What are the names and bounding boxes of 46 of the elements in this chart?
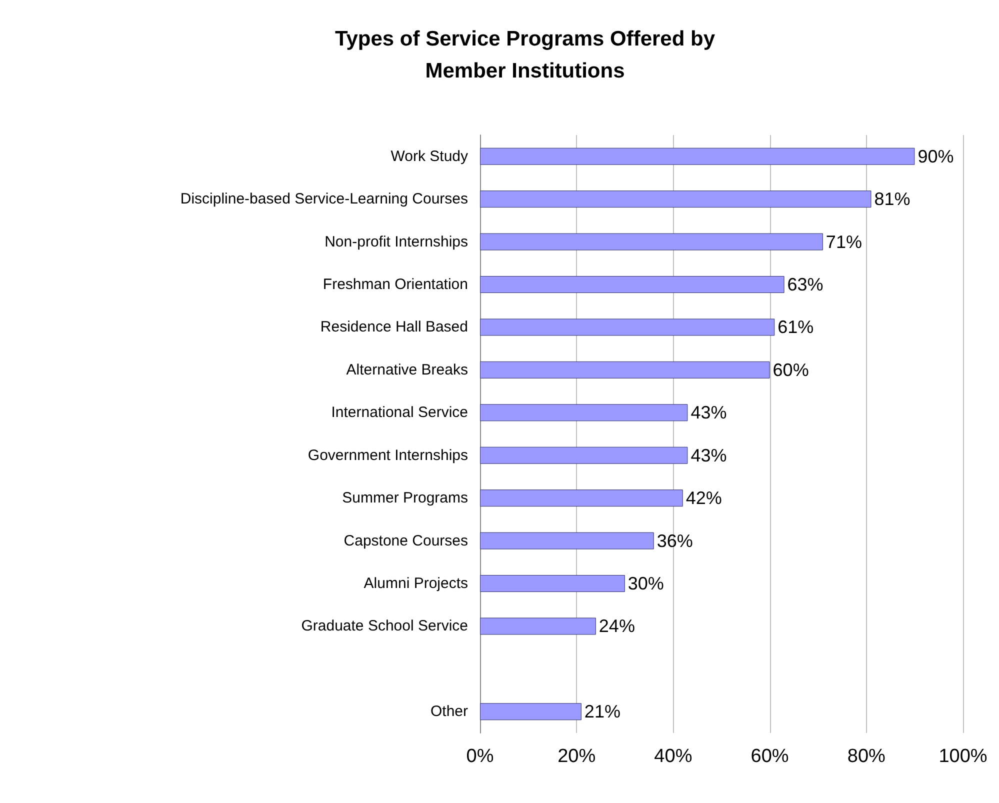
x-tick-label: 20% <box>558 746 596 767</box>
y-tick-label: Graduate School Service <box>301 618 468 635</box>
bar <box>480 618 596 635</box>
bar <box>480 703 582 720</box>
data-label: 43% <box>690 402 727 423</box>
y-tick-label: Alternative Breaks <box>346 361 468 378</box>
data-label: 42% <box>686 488 722 508</box>
y-tick-label: International Service <box>331 404 468 422</box>
bar <box>480 532 654 550</box>
data-label: 21% <box>584 702 620 722</box>
data-label: 60% <box>772 360 809 380</box>
x-tick-label: 80% <box>847 746 886 767</box>
bar <box>480 190 872 208</box>
data-label: 24% <box>598 616 635 636</box>
x-tick-label: 40% <box>654 746 692 767</box>
x-tick-label: 60% <box>750 746 789 767</box>
bar <box>480 361 770 378</box>
data-label: 43% <box>690 445 727 466</box>
bar <box>480 318 775 336</box>
data-label: 71% <box>826 232 862 252</box>
y-tick-label: Alumni Projects <box>364 575 468 592</box>
bar <box>480 233 823 250</box>
data-label: 81% <box>874 189 910 210</box>
bar <box>480 575 625 592</box>
bar <box>480 148 915 165</box>
x-tick-label: 100% <box>938 746 988 767</box>
y-tick-label: Summer Programs <box>342 490 468 507</box>
y-tick-label: Other <box>430 703 468 720</box>
bar <box>480 490 683 507</box>
y-tick-label: Residence Hall Based <box>320 318 468 336</box>
data-label: 30% <box>628 574 664 594</box>
y-tick-label: Discipline-based Service-Learning Courses <box>180 190 468 208</box>
chart-title: Types of Service Programs Offered by Member Institutions <box>334 28 716 82</box>
y-tick-label: Government Internships <box>308 446 468 464</box>
data-label: 63% <box>787 274 824 294</box>
bar <box>480 446 688 464</box>
y-tick-label: Work Study <box>390 148 468 165</box>
y-tick-label: Capstone Courses <box>344 532 468 550</box>
data-label: 36% <box>656 530 693 551</box>
bar <box>480 276 784 293</box>
data-label: 90% <box>918 146 954 166</box>
bar <box>480 404 688 422</box>
y-tick-label: Non-profit Internships <box>324 233 468 250</box>
x-tick-label: 0% <box>466 746 494 767</box>
data-label: 61% <box>778 317 814 338</box>
y-tick-label: Freshman Orientation <box>322 276 468 293</box>
